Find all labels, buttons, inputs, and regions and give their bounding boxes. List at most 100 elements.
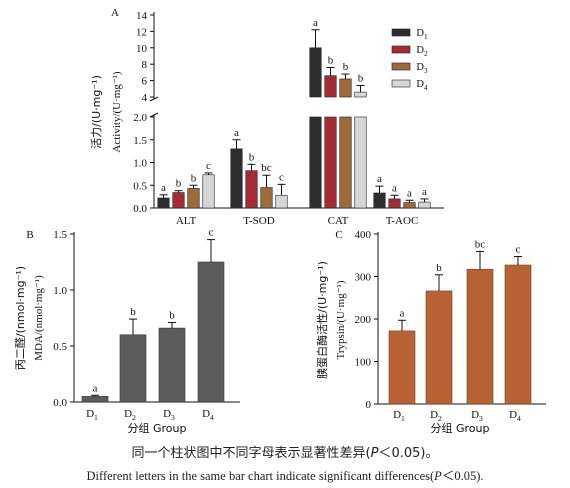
panel-c-category-label: D2 [430,409,442,423]
panel-b-xlabel: 分组 Group [128,421,187,435]
panel-a-break-mark-2 [149,112,159,118]
panel-c-category-label: D4 [509,409,521,423]
panel-a-break-mark-1 [149,96,159,102]
panel-b-category-label: D4 [202,408,214,422]
panel-b-category-label: D3 [163,408,175,422]
panel-c-bar [466,268,494,405]
panel-a-ylabel-en: Activity/(U·mg⁻¹) [111,71,123,153]
panel-a-bar [418,201,431,209]
panel-a-letter: a [313,17,318,29]
panel-a-bar [172,192,185,209]
panel-a-bar [403,202,416,209]
panel-a-letter: b [328,54,334,66]
panel-a-legend-label: D1 [416,28,428,41]
panel-a-ytick-label: 1.5 [133,135,147,147]
panel-a-letter: a [422,186,427,198]
panel-a-bar [157,197,170,209]
panel-c-letter: c [516,244,521,256]
panel-a-bar-lower [324,116,337,209]
panel-c-ylabel-en: Trypsin/(U·mg⁻¹) [335,280,347,359]
panel-c-xlabel: 分组 Group [431,421,490,435]
panel-b-bar [158,327,186,403]
panel-c-ytick-label: 400 [355,229,372,241]
panel-a-legend-swatch [391,28,411,37]
panel-b-ytick-label: 0.5 [53,341,67,353]
panel-b-category-label: D1 [86,408,98,422]
panel-a-legend-swatch [391,62,411,71]
panel-a-category-label: T-SOD [243,215,274,227]
panel-a-letter: a [377,173,382,185]
panel-a-ytick-label: 14 [136,10,148,22]
caption-zh-p: P [370,446,379,461]
panel-a-letter: b [176,178,182,190]
panel-b-ytick-label: 1.0 [53,285,67,297]
panel-a-ytick-label: 6 [142,76,148,88]
panel-c-category-label: D3 [471,409,483,423]
panel-c-bar [504,264,532,405]
panel-a-ytick-label: 0.5 [133,180,147,192]
panel-b-bar [81,396,109,403]
caption-en-pre: Different letters in the same bar chart … [86,469,435,483]
panel-a-bar [202,174,215,209]
panel-a-ytick-label: 1.0 [133,158,147,170]
panel-a-legend-label: D3 [416,62,428,75]
panel-a-legend-label: D4 [416,79,428,92]
panel-b-ylabel-zh: 丙二醛/(nmol·mg⁻¹) [13,266,27,370]
panel-a-letter: a [234,127,239,139]
panel-a-legend-swatch [391,79,411,88]
caption-zh-post: ＜0.05)。 [378,446,439,461]
caption-en-p: P [434,469,442,483]
panel-a-letter: a [161,182,166,194]
panel-a-ytick-label: 10 [136,43,148,55]
panel-a-letter: bc [261,162,272,174]
panel-b-letter: a [93,382,98,394]
panel-a-bar-upper [309,47,322,98]
caption-zh-pre: 同一个柱状图中不同字母表示显著性差异( [131,446,371,461]
panel-a-bar-lower [309,116,322,209]
panel-a-ytick-label: 8 [142,59,148,71]
panel-a-letter: b [343,61,349,73]
panel-c-letter: b [436,262,442,274]
panel-a-bar [245,170,258,209]
panel-a-ytick-label: 4 [142,92,148,104]
caption-english: Different letters in the same bar chart … [0,465,570,484]
panel-a-letter: b [249,151,255,163]
panel-a-ytick-label: 0.0 [133,203,147,215]
panel-a-legend-label: D2 [416,45,428,58]
panel-a-letter: a [392,182,397,194]
panel-c-bar [425,290,453,405]
panel-b-ytick-label: 1.5 [53,229,67,241]
panel-a-bar-lower [339,116,352,209]
panel-a-bar-upper [324,75,337,98]
panel-a-ylabel-zh: 活力/(U·mg⁻¹) [90,75,103,149]
panel-a-bar-upper [339,78,352,98]
panel-b-letter: b [169,309,175,321]
panel-a-bar-upper [354,91,367,98]
panel-a-ytick-label: 2.0 [133,112,147,124]
panel-b-bar [197,261,225,403]
panel-c-ylabel-zh: 胰蛋白酶活性/(U·mg⁻¹) [315,261,329,379]
panel-a-bar [187,188,200,209]
panel-a-legend-swatch [391,45,411,54]
panel-a-ytick-label: 12 [136,26,147,38]
panel-a-bar [230,148,243,209]
panel-c-ytick-label: 300 [355,272,372,284]
panel-a-bar [275,194,288,209]
panel-a-category-label: CAT [328,215,349,227]
panel-b-bar [119,334,147,403]
panel-b-category-label: D2 [124,408,136,422]
panel-b-ylabel-en: MDA/(nmol·mg⁻¹) [33,275,45,361]
panel-a-letter: c [279,171,284,183]
panel-c-bar [388,330,416,405]
panel-b-letter: c [209,227,214,239]
panel-a-letter: a [407,187,412,199]
panel-c-ytick-label: 0 [366,399,372,411]
panel-a-bar-lower [354,116,367,209]
panel-b-label: B [26,229,33,241]
panel-c-label: C [335,229,342,241]
panel-a-bar [388,198,401,209]
panel-a-letter: c [206,160,211,172]
panel-c-ytick-label: 100 [355,357,372,369]
panel-c-letter: a [400,307,405,319]
caption-en-post: ＜0.05). [441,469,484,483]
